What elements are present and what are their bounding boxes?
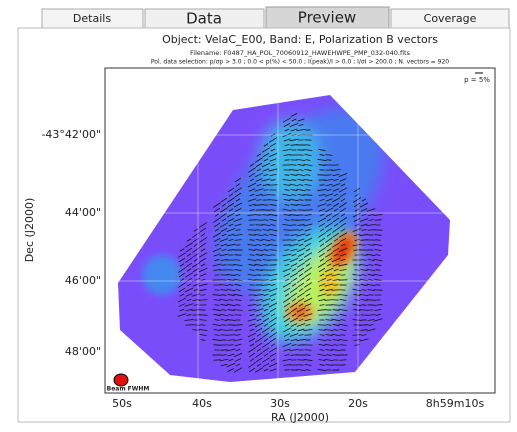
vector xyxy=(369,295,374,296)
vector xyxy=(255,220,264,221)
scale-label: p = 5% xyxy=(464,76,490,84)
plot-title: Object: VelaC_E00, Band: E, Polarization… xyxy=(162,33,438,46)
y-tick-label: 46'00" xyxy=(65,274,101,287)
vector xyxy=(306,145,311,146)
y-tick-label: -43°42'00" xyxy=(41,128,101,141)
vector xyxy=(362,260,367,261)
tab-label[interactable]: Data xyxy=(186,10,222,28)
x-tick-label: 50s xyxy=(112,397,132,410)
vector xyxy=(340,345,347,346)
y-tick-label: 48'00" xyxy=(65,345,101,358)
tab-label[interactable]: Preview xyxy=(298,9,356,27)
x-tick-label: 8h59m10s xyxy=(426,397,485,410)
beam-label: Beam FWHM xyxy=(107,386,150,393)
vector xyxy=(215,275,220,276)
vector xyxy=(192,325,201,326)
y-tick-label: 44'00" xyxy=(65,206,101,219)
y-axis-label: Dec (J2000) xyxy=(23,198,36,263)
vector xyxy=(334,285,339,286)
vector xyxy=(305,335,312,336)
vector xyxy=(340,360,347,361)
vector xyxy=(236,260,241,261)
x-tick-label: 20s xyxy=(348,397,368,410)
selection: Pol. data selection: p/σp > 3.0 ; 0.0 < … xyxy=(151,59,449,66)
vector xyxy=(368,230,375,231)
vector xyxy=(305,140,312,141)
vector xyxy=(332,290,341,291)
beam xyxy=(114,374,128,386)
screenshot: Details Data Preview Coverage Object: Ve… xyxy=(0,0,517,428)
vector xyxy=(334,165,339,166)
vector xyxy=(271,270,276,271)
tab-label[interactable]: Details xyxy=(73,12,111,25)
vector xyxy=(318,325,327,326)
x-tick-label: 30s xyxy=(270,397,290,410)
filename: Filename: F0487_HA_POL_70060912_HAWEHWPE… xyxy=(190,49,411,57)
vector xyxy=(305,350,312,351)
x-axis-label: RA (J2000) xyxy=(271,411,329,424)
vector xyxy=(306,190,311,191)
x-tick-label: 40s xyxy=(192,397,212,410)
vector xyxy=(299,365,304,366)
vector xyxy=(269,185,278,186)
vector xyxy=(299,155,304,156)
vector xyxy=(368,245,375,246)
tab-label[interactable]: Coverage xyxy=(424,12,477,25)
